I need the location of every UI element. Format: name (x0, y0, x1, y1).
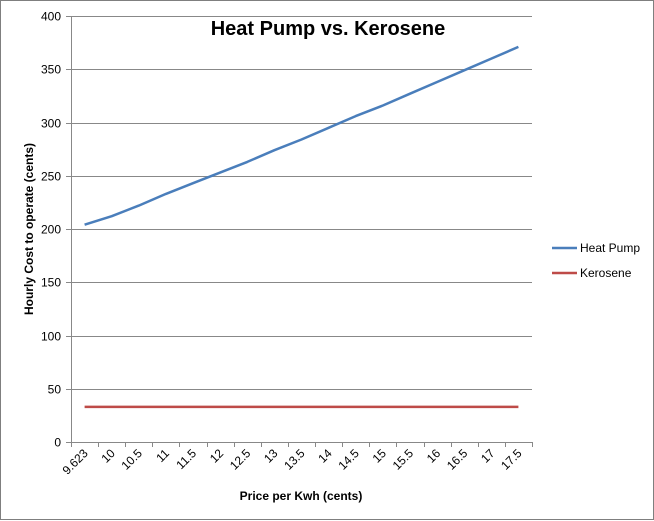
legend-label: Kerosene (580, 266, 632, 280)
gridlines (71, 16, 532, 390)
y-tick-label: 300 (41, 117, 61, 131)
x-tick-labels: 9.623 10 10.5 11 11.5 12 12.5 13 13.5 14 14.5 15 15.… (60, 446, 525, 477)
y-axis-label: Hourly Cost to operate (cents) (22, 143, 36, 315)
y-tick-label: 400 (41, 10, 61, 24)
legend-label: Heat Pump (580, 241, 640, 255)
x-tick-label: 16.5 (444, 446, 471, 473)
x-tick-label: 17 (478, 446, 498, 466)
x-tick-label: 9.623 (60, 446, 91, 477)
legend: Heat Pump Kerosene (552, 241, 640, 280)
series-lines (84, 45, 519, 409)
y-tick-label: 50 (48, 383, 62, 397)
x-tick-label: 12 (207, 446, 227, 466)
x-tick-label: 14 (315, 446, 335, 466)
x-tick-label: 14.5 (335, 446, 362, 473)
x-tick-label: 15.5 (390, 446, 417, 473)
x-tick-label: 11.5 (173, 446, 199, 472)
y-tick-label: 350 (41, 63, 61, 77)
x-tick-label: 12.5 (227, 446, 254, 473)
x-tick-label: 15 (370, 446, 390, 466)
y-tick-label: 150 (41, 276, 61, 290)
x-tick-label: 10 (98, 446, 118, 466)
x-tick-label: 13 (261, 446, 281, 466)
y-tick-label: 100 (41, 330, 61, 344)
axes (66, 16, 533, 447)
x-tick-label: 17.5 (498, 446, 525, 473)
series-line-heat-pump (84, 45, 519, 226)
x-tick-label: 13.5 (281, 446, 308, 473)
y-tick-label: 0 (54, 436, 61, 450)
x-tick-label: 16 (424, 446, 444, 466)
x-axis-label: Price per Kwh (cents) (240, 489, 363, 503)
x-tick-label: 10.5 (118, 446, 145, 473)
x-tick-label: 11 (153, 446, 172, 465)
y-tick-label: 200 (41, 223, 61, 237)
chart-title: Heat Pump vs. Kerosene (211, 18, 446, 40)
y-tick-labels: 0 50 100 150 200 250 300 350 400 (41, 10, 61, 450)
y-tick-label: 250 (41, 170, 61, 184)
